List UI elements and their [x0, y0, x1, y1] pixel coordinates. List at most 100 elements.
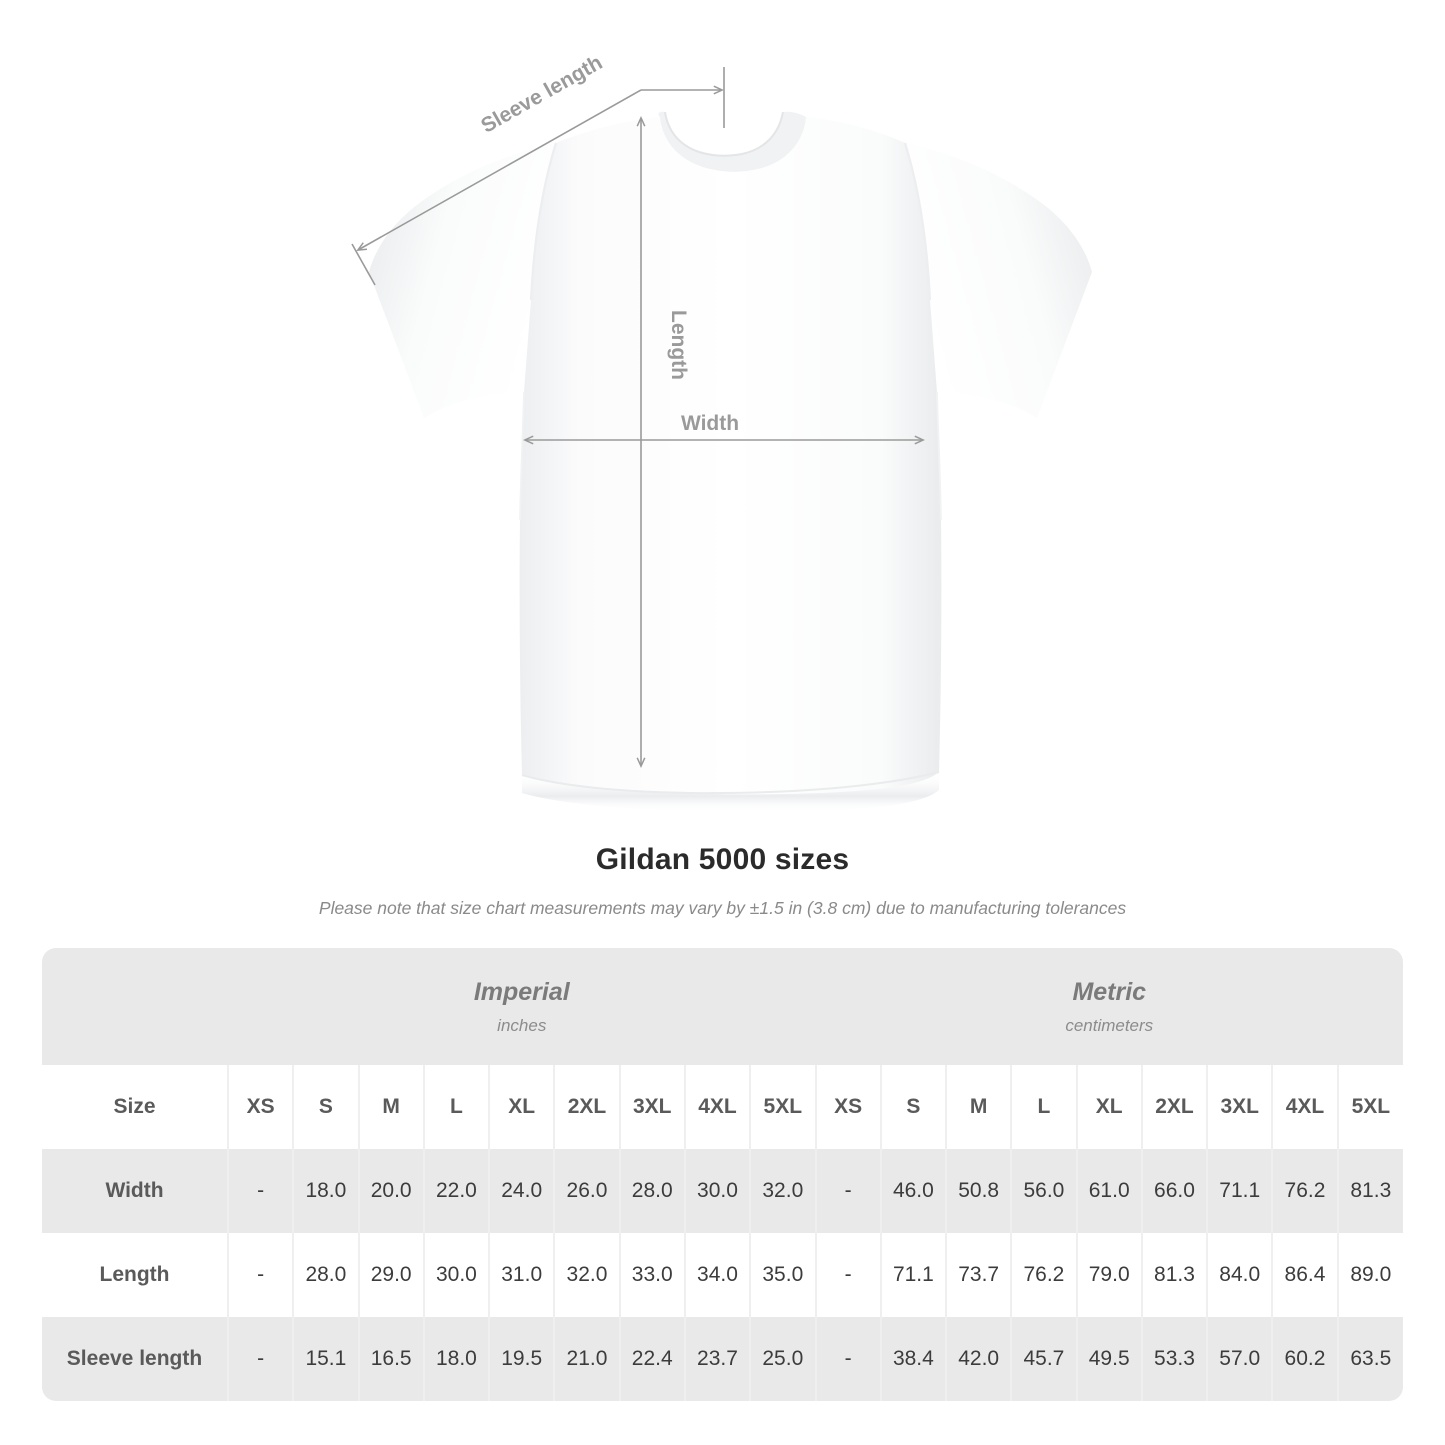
cell-sleeve-length-metric-4xl: 60.2 — [1272, 1317, 1339, 1401]
cell-sleeve-length-metric-2xl: 53.3 — [1141, 1317, 1209, 1401]
row-label-width: Width — [42, 1149, 229, 1233]
size-header-imperial-xl: XL — [489, 1065, 556, 1149]
cell-length-imperial-xl: 31.0 — [489, 1233, 556, 1317]
cell-length-imperial-5xl: 35.0 — [750, 1233, 817, 1317]
tolerance-note: Please note that size chart measurements… — [318, 898, 1127, 918]
unit-header-imperial: Imperial inches — [228, 948, 816, 1065]
size-header-metric-2xl: 2XL — [1141, 1065, 1209, 1149]
unit-subtitle: centimeters — [1065, 1015, 1154, 1035]
cell-width-metric-2xl: 66.0 — [1141, 1149, 1209, 1233]
size-table-container: Imperial inches Metric centimeters Size XS S M L… — [42, 948, 1404, 1401]
tshirt-collar — [658, 111, 806, 172]
cell-length-imperial-m: 29.0 — [358, 1233, 425, 1317]
cell-sleeve-length-imperial-s: 15.1 — [293, 1317, 360, 1401]
width-label: Width — [681, 412, 739, 435]
cell-width-imperial-xs: - — [228, 1149, 295, 1233]
cell-width-imperial-xl: 24.0 — [489, 1149, 556, 1233]
cell-length-imperial-xs: - — [228, 1233, 295, 1317]
cell-length-metric-4xl: 86.4 — [1272, 1233, 1339, 1317]
width-dimension: Width — [525, 412, 923, 440]
cell-length-metric-2xl: 81.3 — [1141, 1233, 1209, 1317]
table-row: Width -18.0 20.0 22.0 24.0 26.0 28.0 30.0 32.0-4… — [42, 1149, 1404, 1233]
cell-sleeve-length-imperial-l: 18.0 — [423, 1317, 491, 1401]
cell-length-metric-5xl: 89.0 — [1337, 1233, 1404, 1317]
cell-sleeve-length-imperial-xs: - — [228, 1317, 295, 1401]
cell-length-metric-xl: 79.0 — [1076, 1233, 1143, 1317]
cell-length-imperial-l: 30.0 — [423, 1233, 491, 1317]
cell-width-metric-3xl: 71.1 — [1207, 1149, 1274, 1233]
size-table: Imperial inches Metric centimeters Size XS S M L… — [42, 948, 1404, 1401]
size-header-metric-3xl: 3XL — [1207, 1065, 1274, 1149]
row-label-sleeve-length: Sleeve length — [42, 1317, 229, 1401]
cell-length-metric-3xl: 84.0 — [1207, 1233, 1274, 1317]
cell-sleeve-length-metric-m: 42.0 — [946, 1317, 1013, 1401]
cell-sleeve-length-metric-s: 38.4 — [880, 1317, 948, 1401]
size-header-imperial-4xl: 4XL — [684, 1065, 752, 1149]
cell-width-imperial-4xl: 30.0 — [684, 1149, 752, 1233]
cell-width-metric-l: 56.0 — [1011, 1149, 1078, 1233]
tshirt-right-sleeve — [905, 143, 1092, 418]
cell-sleeve-length-metric-l: 45.7 — [1011, 1317, 1078, 1401]
cell-length-imperial-s: 28.0 — [293, 1233, 360, 1317]
cell-length-metric-l: 76.2 — [1011, 1233, 1078, 1317]
title-block: Gildan 5000 sizes Please note that size … — [0, 840, 1445, 922]
cell-sleeve-length-imperial-3xl: 22.4 — [619, 1317, 686, 1401]
cell-length-imperial-4xl: 34.0 — [684, 1233, 752, 1317]
unit-header-metric: Metric centimeters — [815, 948, 1404, 1065]
cell-width-imperial-3xl: 28.0 — [619, 1149, 686, 1233]
cell-width-imperial-m: 20.0 — [358, 1149, 425, 1233]
size-header-metric-4xl: 4XL — [1272, 1065, 1339, 1149]
size-header-imperial-m: M — [358, 1065, 425, 1149]
unit-header-row: Imperial inches Metric centimeters — [42, 948, 1404, 1065]
size-header-metric-5xl: 5XL — [1337, 1065, 1404, 1149]
size-header-metric-s: S — [880, 1065, 948, 1149]
cell-width-imperial-5xl: 32.0 — [750, 1149, 817, 1233]
cell-sleeve-length-metric-xs: - — [815, 1317, 882, 1401]
cell-sleeve-length-imperial-m: 16.5 — [358, 1317, 425, 1401]
size-header-metric-xs: XS — [815, 1065, 882, 1149]
size-header-metric-xl: XL — [1076, 1065, 1143, 1149]
row-label-length: Length — [42, 1233, 229, 1317]
size-header-metric-l: L — [1011, 1065, 1078, 1149]
tshirt-left-sleeve — [369, 143, 556, 418]
cell-width-imperial-s: 18.0 — [293, 1149, 360, 1233]
size-header-imperial-s: S — [293, 1065, 360, 1149]
cell-sleeve-length-imperial-5xl: 25.0 — [750, 1317, 817, 1401]
page-title: Gildan 5000 sizes — [595, 843, 850, 876]
cell-sleeve-length-imperial-2xl: 21.0 — [554, 1317, 621, 1401]
size-column-header: Size — [42, 1065, 229, 1149]
cell-length-metric-xs: - — [815, 1233, 882, 1317]
cell-width-metric-4xl: 76.2 — [1272, 1149, 1339, 1233]
size-header-imperial-2xl: 2XL — [554, 1065, 621, 1149]
size-header-imperial-3xl: 3XL — [619, 1065, 686, 1149]
size-header-metric-m: M — [946, 1065, 1013, 1149]
tshirt-body — [519, 117, 942, 795]
unit-row-spacer — [42, 948, 228, 1065]
cell-length-imperial-2xl: 32.0 — [554, 1233, 621, 1317]
cell-width-metric-5xl: 81.3 — [1337, 1149, 1404, 1233]
cell-length-imperial-3xl: 33.0 — [619, 1233, 686, 1317]
cell-width-metric-xl: 61.0 — [1076, 1149, 1143, 1233]
tshirt-hem — [521, 771, 940, 813]
cell-width-metric-xs: - — [815, 1149, 882, 1233]
tshirt-seams — [519, 142, 942, 521]
size-header-imperial-xs: XS — [228, 1065, 295, 1149]
cell-width-metric-m: 50.8 — [946, 1149, 1013, 1233]
unit-name: Imperial — [473, 977, 570, 1006]
cell-width-imperial-2xl: 26.0 — [554, 1149, 621, 1233]
unit-name: Metric — [1072, 977, 1147, 1006]
tshirt-measurement-diagram: Sleeve length Length Width — [351, 51, 1092, 813]
unit-subtitle: inches — [497, 1015, 547, 1035]
cell-sleeve-length-metric-5xl: 63.5 — [1337, 1317, 1404, 1401]
cell-length-metric-s: 71.1 — [880, 1233, 948, 1317]
cell-width-metric-s: 46.0 — [880, 1149, 948, 1233]
length-label: Length — [667, 310, 690, 380]
sleeve-length-label: Sleeve length — [477, 51, 606, 138]
table-row: Length -28.0 29.0 30.0 31.0 32.0 33.0 34.0 35.0-… — [42, 1233, 1404, 1317]
cell-sleeve-length-metric-3xl: 57.0 — [1207, 1317, 1274, 1401]
cell-length-metric-m: 73.7 — [946, 1233, 1013, 1317]
cell-sleeve-length-metric-xl: 49.5 — [1076, 1317, 1143, 1401]
cell-sleeve-length-imperial-4xl: 23.7 — [684, 1317, 752, 1401]
size-header-imperial-l: L — [423, 1065, 491, 1149]
